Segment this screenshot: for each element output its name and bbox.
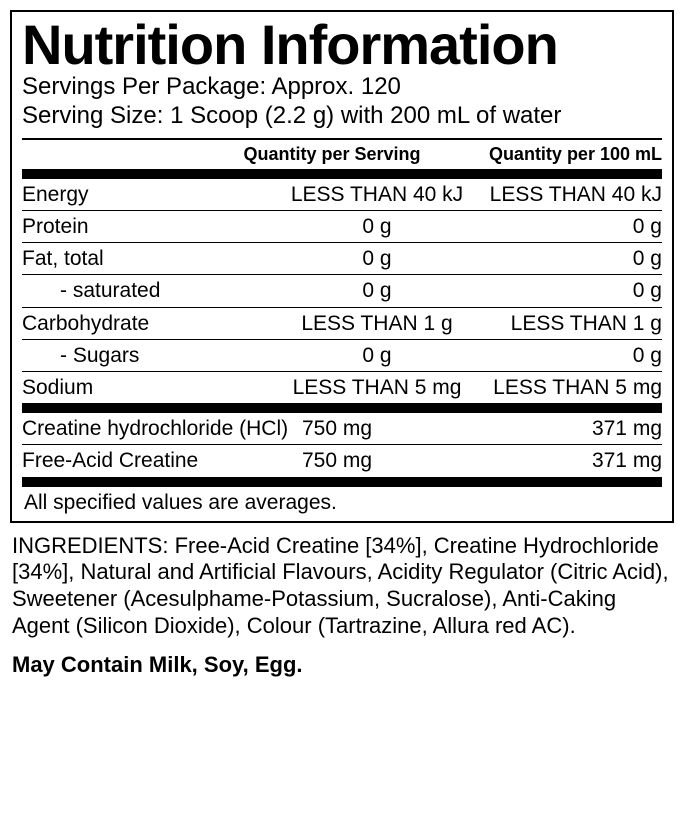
table-row: Free-Acid Creatine 750 mg 371 mg [22,445,662,476]
table-row: - saturated 0 g 0 g [22,275,662,307]
nutrient-per-100ml: LESS THAN 1 g [472,311,662,336]
averages-note: All specified values are averages. [22,487,662,517]
table-row: Protein 0 g 0 g [22,211,662,243]
thick-rule [22,477,662,487]
nutrient-label: Fat, total [22,246,282,271]
nutrient-per-100ml: LESS THAN 5 mg [472,375,662,400]
nutrient-per-serving: 0 g [282,343,472,368]
nutrient-label: Energy [22,182,282,207]
nutrient-label: - Sugars [22,343,282,368]
nutrient-per-serving: LESS THAN 40 kJ [282,182,472,207]
nutrient-per-serving: 0 g [282,246,472,271]
thick-rule [22,403,662,413]
nutrient-per-serving: LESS THAN 1 g [282,311,472,336]
panel-title: Nutrition Information [22,18,662,71]
active-label: Creatine hydrochloride (HCl) [22,416,302,441]
nutrient-per-100ml: 0 g [472,246,662,271]
nutrient-label: Sodium [22,375,282,400]
table-row: Sodium LESS THAN 5 mg LESS THAN 5 mg [22,372,662,403]
ingredients-text: INGREDIENTS: Free-Acid Creatine [34%], C… [12,533,672,640]
nutrient-label: Carbohydrate [22,311,282,336]
header-per-100ml: Quantity per 100 mL [442,144,662,165]
allergen-warning: May Contain Milk, Soy, Egg. [12,652,672,678]
active-per-serving: 750 mg [302,416,422,441]
active-per-serving: 750 mg [302,448,422,473]
nutrient-per-100ml: 0 g [472,214,662,239]
nutrient-per-serving: LESS THAN 5 mg [282,375,472,400]
table-row: Energy LESS THAN 40 kJ LESS THAN 40 kJ [22,179,662,211]
table-row: Carbohydrate LESS THAN 1 g LESS THAN 1 g [22,308,662,340]
nutrient-per-100ml: LESS THAN 40 kJ [472,182,662,207]
active-per-100ml: 371 mg [422,448,662,473]
header-per-serving: Quantity per Serving [222,144,442,165]
table-row: Creatine hydrochloride (HCl) 750 mg 371 … [22,413,662,445]
serving-size: Serving Size: 1 Scoop (2.2 g) with 200 m… [22,102,662,130]
thick-rule [22,169,662,179]
active-label: Free-Acid Creatine [22,448,302,473]
nutrient-per-serving: 0 g [282,278,472,303]
nutrient-per-serving: 0 g [282,214,472,239]
nutrient-per-100ml: 0 g [472,343,662,368]
header-blank [22,144,222,165]
nutrition-table: Quantity per Serving Quantity per 100 mL… [22,138,662,517]
table-row: Fat, total 0 g 0 g [22,243,662,275]
nutrition-panel: Nutrition Information Servings Per Packa… [10,10,674,523]
active-per-100ml: 371 mg [422,416,662,441]
table-header-row: Quantity per Serving Quantity per 100 mL [22,138,662,169]
nutrient-per-100ml: 0 g [472,278,662,303]
nutrient-label: - saturated [22,278,282,303]
nutrient-label: Protein [22,214,282,239]
servings-per-package: Servings Per Package: Approx. 120 [22,73,662,101]
table-row: - Sugars 0 g 0 g [22,340,662,372]
